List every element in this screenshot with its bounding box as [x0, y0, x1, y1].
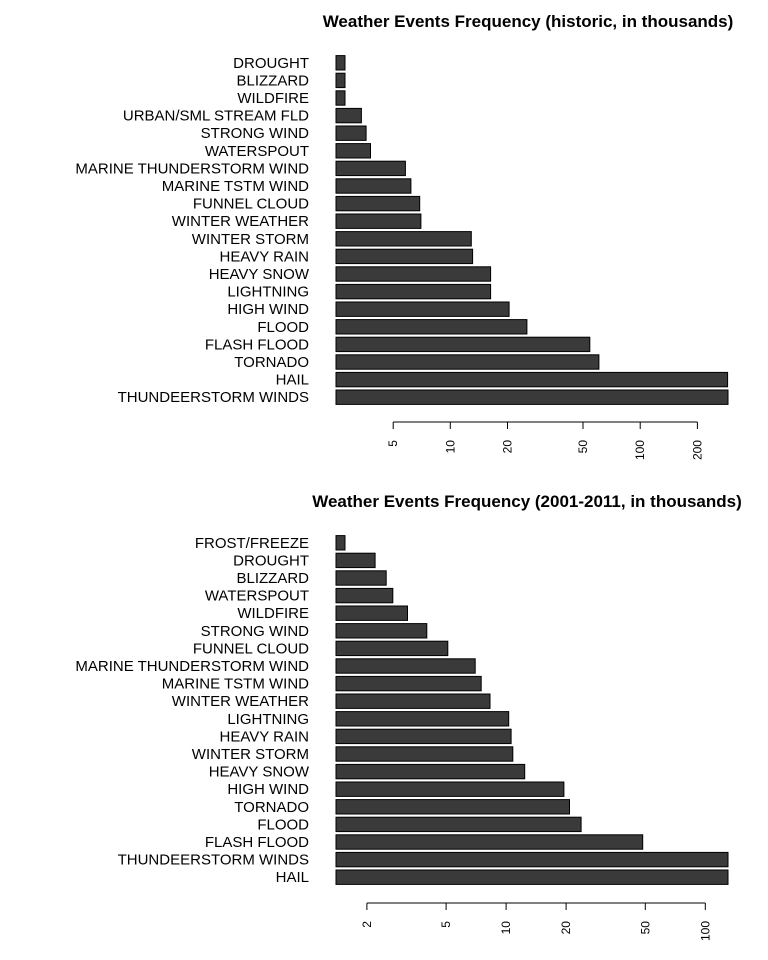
- bar: [335, 623, 428, 639]
- bar: [335, 711, 510, 727]
- bar: [335, 213, 422, 229]
- bar: [335, 55, 346, 71]
- bar: [335, 160, 406, 177]
- category-label: HIGH WIND: [227, 301, 309, 318]
- bar: [335, 675, 482, 692]
- bar: [335, 301, 510, 317]
- category-label: URBAN/SML STREAM FLD: [123, 108, 309, 125]
- category-label: FLASH FLOOD: [205, 336, 309, 353]
- bar: [335, 72, 346, 89]
- bar: [335, 143, 371, 159]
- bar: [335, 178, 412, 194]
- bar: [335, 640, 449, 657]
- bar: [335, 728, 512, 745]
- category-label: THUNDEERSTORM WINDS: [118, 389, 309, 406]
- bar: [335, 354, 600, 370]
- bar: [335, 552, 376, 569]
- chart-historic: Weather Events Frequency (historic, in t…: [75, 12, 733, 460]
- category-label: STRONG WIND: [201, 623, 309, 640]
- category-label: BLIZZARD: [236, 72, 309, 89]
- category-label: WATERSPOUT: [205, 143, 309, 160]
- bar: [335, 371, 729, 388]
- x-tick-label: 50: [638, 921, 652, 935]
- chart-2001-2011: Weather Events Frequency (2001-2011, in …: [75, 492, 741, 941]
- category-label: FLOOD: [257, 816, 309, 833]
- bar: [335, 266, 492, 282]
- category-label: MARINE TSTM WIND: [162, 178, 309, 195]
- bar: [335, 799, 570, 815]
- bar: [335, 231, 472, 247]
- bar: [335, 834, 644, 850]
- bar: [335, 816, 582, 833]
- x-tick-label: 10: [499, 921, 513, 935]
- category-label: HEAVY SNOW: [209, 266, 310, 283]
- bar: [335, 319, 528, 335]
- category-label: FLASH FLOOD: [205, 834, 309, 851]
- bar: [335, 869, 729, 885]
- category-label: MARINE TSTM WIND: [162, 676, 309, 693]
- category-label: THUNDEERSTORM WINDS: [118, 852, 309, 869]
- category-label: TORNADO: [234, 354, 309, 371]
- category-label: WINTER STORM: [192, 231, 309, 248]
- x-tick-label: 5: [439, 921, 453, 928]
- x-tick-label: 200: [690, 440, 704, 460]
- bar: [335, 658, 476, 674]
- bar: [335, 125, 367, 141]
- category-label: FROST/FREEZE: [195, 535, 309, 552]
- bar: [335, 763, 526, 780]
- x-tick-label: 2: [360, 921, 374, 928]
- bar: [335, 195, 421, 212]
- x-tick-label: 100: [633, 440, 647, 460]
- category-label: STRONG WIND: [201, 125, 309, 142]
- category-label: LIGHTNING: [227, 711, 309, 728]
- category-label: HIGH WIND: [227, 781, 309, 798]
- category-label: HAIL: [276, 869, 309, 886]
- bar: [335, 570, 387, 586]
- bar: [335, 535, 346, 551]
- category-label: HEAVY SNOW: [209, 764, 310, 781]
- bar: [335, 693, 491, 709]
- category-label: MARINE THUNDERSTORM WIND: [75, 160, 309, 177]
- category-label: WINTER WEATHER: [172, 693, 309, 710]
- category-label: MARINE THUNDERSTORM WIND: [75, 658, 309, 675]
- bar: [335, 781, 565, 797]
- bar: [335, 746, 514, 762]
- category-label: FUNNEL CLOUD: [193, 640, 309, 657]
- bar: [335, 107, 362, 124]
- bar: [335, 248, 474, 265]
- chart-title: Weather Events Frequency (2001-2011, in …: [312, 492, 742, 511]
- bar: [335, 587, 394, 604]
- category-label: BLIZZARD: [236, 570, 309, 587]
- category-label: FLOOD: [257, 319, 309, 336]
- category-label: WINTER WEATHER: [172, 213, 309, 230]
- x-tick-label: 10: [443, 440, 457, 454]
- bar: [335, 283, 492, 300]
- bar: [335, 336, 591, 353]
- bar: [335, 605, 408, 621]
- chart-title: Weather Events Frequency (historic, in t…: [323, 12, 734, 31]
- category-label: DROUGHT: [233, 552, 309, 569]
- category-label: HEAVY RAIN: [220, 248, 309, 265]
- bar: [335, 389, 729, 405]
- category-label: TORNADO: [234, 799, 309, 816]
- bar: [335, 851, 729, 868]
- category-label: HAIL: [276, 372, 309, 389]
- x-tick-label: 20: [559, 921, 573, 935]
- category-label: WINTER STORM: [192, 746, 309, 763]
- x-tick-label: 20: [501, 440, 515, 454]
- x-tick-label: 5: [386, 440, 400, 447]
- bar: [335, 90, 346, 106]
- category-label: DROUGHT: [233, 55, 309, 72]
- category-label: HEAVY RAIN: [220, 728, 309, 745]
- x-tick-label: 100: [698, 921, 712, 941]
- category-label: LIGHTNING: [227, 284, 309, 301]
- category-label: WILDFIRE: [237, 605, 309, 622]
- x-tick-label: 50: [576, 440, 590, 454]
- category-label: WILDFIRE: [237, 90, 309, 107]
- category-label: FUNNEL CLOUD: [193, 196, 309, 213]
- category-label: WATERSPOUT: [205, 588, 309, 605]
